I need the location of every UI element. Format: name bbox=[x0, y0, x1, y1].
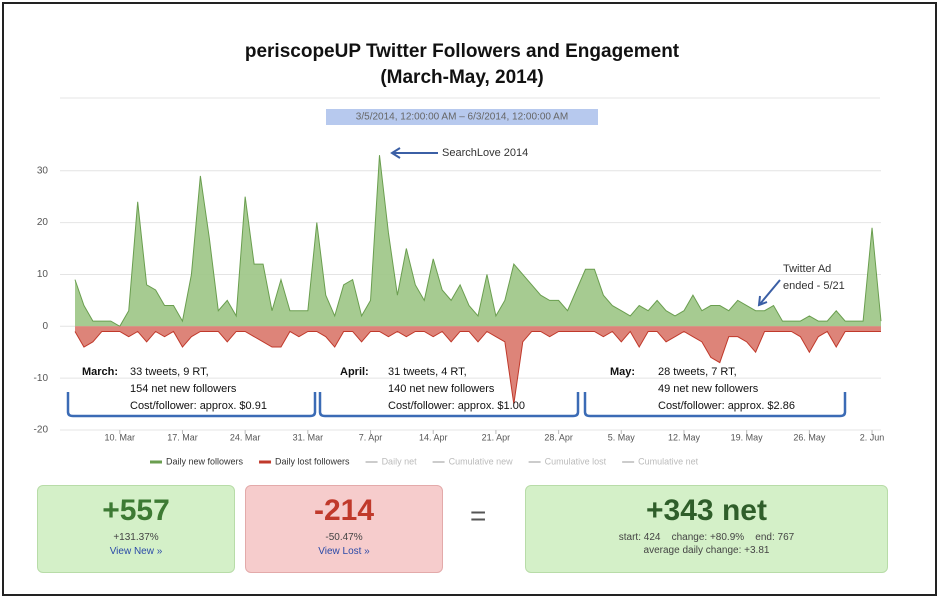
x-tick-label: 26. May bbox=[793, 432, 826, 442]
net-average: average daily change: +3.81 bbox=[643, 545, 770, 556]
period-text: Cost/follower: approx. $1.00 bbox=[388, 400, 525, 412]
net-start: start: 424 bbox=[618, 532, 661, 543]
lost-change: -50.47% bbox=[325, 532, 363, 543]
x-tick-label: 2. Jun bbox=[860, 432, 885, 442]
period-text: 49 net new followers bbox=[658, 383, 759, 395]
legend-label: Cumulative net bbox=[638, 456, 699, 466]
period-text: 31 tweets, 4 RT, bbox=[388, 366, 467, 378]
legend-label: Daily lost followers bbox=[275, 456, 350, 466]
period-text: Cost/follower: approx. $0.91 bbox=[130, 400, 267, 412]
period-text: Cost/follower: approx. $2.86 bbox=[658, 400, 795, 412]
x-tick-label: 28. Apr bbox=[544, 432, 573, 442]
net-box: +343 net start: 424 change: +80.9% end: … bbox=[525, 485, 888, 573]
lost-box: -214 -50.47% View Lost » bbox=[245, 485, 443, 573]
legend-label: Daily net bbox=[382, 456, 418, 466]
arrow bbox=[757, 279, 781, 307]
chart-title: (March-May, 2014) bbox=[380, 67, 543, 88]
series-line bbox=[74, 330, 881, 405]
period-text: 140 net new followers bbox=[388, 383, 495, 395]
lost-value: -214 bbox=[313, 494, 375, 527]
annotation: ended - 5/21 bbox=[783, 280, 845, 292]
period-text: 154 net new followers bbox=[130, 383, 237, 395]
bracket bbox=[318, 392, 580, 418]
new-value: +557 bbox=[102, 494, 170, 527]
x-tick-label: 19. May bbox=[731, 432, 764, 442]
period-text: 33 tweets, 9 RT, bbox=[130, 366, 209, 378]
net-stats: start: 424 change: +80.9% end: 767 bbox=[526, 532, 887, 543]
legend-label: Cumulative lost bbox=[545, 456, 607, 466]
subtitle-highlight bbox=[326, 109, 598, 125]
net-change: change: +80.9% bbox=[671, 532, 745, 543]
y-tick-label: 30 bbox=[37, 165, 49, 176]
period-text: 28 tweets, 7 RT, bbox=[658, 366, 737, 378]
subtitle: 3/5/2014, 12:00:00 AM – 6/3/2014, 12:00:… bbox=[356, 112, 568, 123]
period-label: May: bbox=[610, 366, 635, 378]
view-new-link[interactable]: View New » bbox=[109, 546, 163, 557]
chart-title: periscopeUP Twitter Followers and Engage… bbox=[245, 41, 680, 62]
x-tick-label: 31. Mar bbox=[293, 432, 324, 442]
x-tick-label: 5. May bbox=[608, 432, 636, 442]
x-tick-label: 12. May bbox=[668, 432, 701, 442]
view-lost-link[interactable]: View Lost » bbox=[318, 546, 370, 557]
y-tick-label: 0 bbox=[42, 321, 48, 332]
x-tick-label: 21. Apr bbox=[482, 432, 511, 442]
new-box: +557 +131.37% View New » bbox=[37, 485, 235, 573]
arrow bbox=[390, 147, 438, 159]
frame bbox=[2, 2, 937, 596]
x-tick-label: 24. Mar bbox=[230, 432, 261, 442]
x-tick-label: 17. Mar bbox=[167, 432, 198, 442]
equals-sign: = bbox=[470, 500, 487, 531]
bracket bbox=[66, 392, 317, 418]
net-end: end: 767 bbox=[755, 532, 795, 543]
x-tick-label: 10. Mar bbox=[105, 432, 136, 442]
area bbox=[75, 326, 881, 405]
annotation: SearchLove 2014 bbox=[442, 147, 528, 159]
legend-label: Cumulative new bbox=[449, 456, 514, 466]
net-value: +343 net bbox=[646, 494, 767, 527]
x-tick-label: 7. Apr bbox=[359, 432, 383, 442]
series-line bbox=[74, 155, 882, 327]
legend-label: Daily new followers bbox=[166, 456, 244, 466]
y-tick-label: -10 bbox=[34, 373, 49, 384]
period-label: April: bbox=[340, 366, 369, 378]
bracket bbox=[583, 392, 847, 418]
y-tick-label: 20 bbox=[37, 217, 49, 228]
new-change: +131.37% bbox=[113, 532, 159, 543]
period-label: March: bbox=[82, 366, 118, 378]
area bbox=[75, 155, 881, 327]
y-tick-label: 10 bbox=[37, 269, 49, 280]
y-tick-label: -20 bbox=[34, 425, 49, 436]
annotation: Twitter Ad bbox=[783, 263, 831, 275]
x-tick-label: 14. Apr bbox=[419, 432, 448, 442]
